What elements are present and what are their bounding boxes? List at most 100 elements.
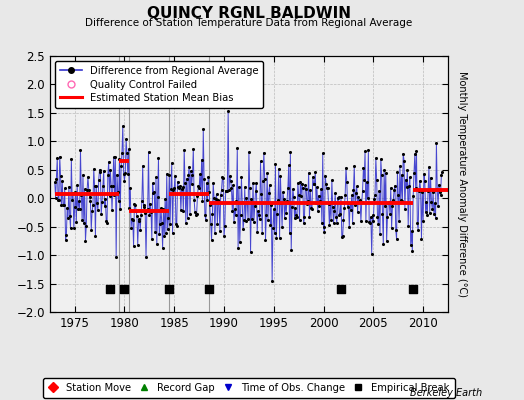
Point — [217, 187, 226, 193]
Point — [231, 206, 239, 212]
Point — [56, 153, 64, 160]
Point — [102, 218, 111, 224]
Point — [206, 220, 215, 227]
Point — [267, 202, 276, 208]
Point — [92, 183, 101, 190]
Point — [121, 170, 129, 176]
Point — [129, 242, 138, 249]
Point — [361, 148, 369, 154]
Point — [118, 123, 127, 129]
Point — [401, 206, 409, 212]
Point — [126, 184, 135, 191]
Point — [304, 170, 313, 176]
Point — [213, 221, 222, 228]
Point — [266, 222, 275, 229]
Point — [188, 181, 196, 188]
Point — [364, 147, 373, 154]
Point — [422, 199, 431, 205]
Point — [116, 206, 125, 212]
Point — [148, 180, 157, 187]
Point — [418, 189, 427, 195]
Point — [111, 192, 119, 198]
Point — [101, 196, 110, 202]
Point — [201, 212, 209, 218]
Point — [315, 203, 324, 210]
Point — [377, 156, 385, 162]
Point — [373, 177, 381, 183]
Point — [262, 212, 270, 218]
Point — [277, 200, 286, 206]
Point — [210, 195, 219, 202]
Point — [347, 206, 355, 213]
Point — [161, 196, 169, 203]
Point — [79, 171, 87, 178]
Point — [81, 238, 90, 244]
Point — [271, 161, 280, 168]
Point — [242, 195, 250, 201]
Point — [314, 192, 323, 199]
Point — [430, 211, 438, 218]
Point — [437, 172, 445, 178]
Point — [429, 189, 438, 196]
Point — [302, 186, 310, 192]
Point — [363, 195, 372, 202]
Point — [163, 226, 172, 233]
Point — [212, 196, 220, 202]
Point — [371, 192, 379, 198]
Point — [308, 205, 316, 212]
Point — [433, 186, 441, 192]
Point — [401, 176, 410, 183]
Point — [52, 176, 61, 182]
Point — [211, 230, 219, 236]
Point — [179, 208, 188, 214]
Point — [264, 217, 272, 224]
Point — [321, 172, 330, 179]
Point — [242, 218, 250, 224]
Point — [59, 202, 67, 208]
Point — [99, 183, 107, 190]
Point — [275, 166, 283, 172]
Point — [322, 181, 330, 188]
Point — [427, 174, 435, 181]
Point — [220, 233, 228, 240]
Point — [331, 190, 340, 197]
Point — [208, 236, 216, 243]
Point — [226, 177, 235, 184]
Point — [178, 186, 186, 192]
Point — [300, 214, 309, 220]
Point — [396, 162, 404, 169]
Point — [156, 221, 165, 228]
Point — [138, 162, 147, 169]
Point — [415, 188, 423, 194]
Point — [85, 194, 94, 200]
Point — [252, 188, 260, 194]
Point — [78, 216, 86, 223]
Point — [96, 169, 105, 175]
Point — [336, 211, 344, 217]
Point — [313, 184, 321, 190]
Point — [91, 183, 99, 189]
Point — [305, 214, 314, 221]
Point — [216, 192, 225, 198]
Point — [51, 194, 60, 201]
Point — [71, 204, 79, 210]
Point — [227, 184, 236, 191]
Point — [202, 180, 211, 186]
Point — [405, 183, 413, 190]
Point — [155, 231, 163, 238]
Point — [377, 171, 386, 178]
Point — [151, 229, 159, 236]
Point — [391, 182, 399, 189]
Point — [204, 174, 212, 180]
Point — [310, 180, 318, 187]
Point — [366, 220, 374, 226]
Point — [416, 177, 424, 184]
Point — [236, 239, 244, 245]
Point — [283, 184, 292, 191]
Point — [273, 211, 281, 217]
Point — [358, 188, 367, 194]
Point — [312, 200, 320, 206]
Point — [118, 150, 126, 156]
Point — [100, 168, 108, 174]
Point — [95, 166, 104, 173]
